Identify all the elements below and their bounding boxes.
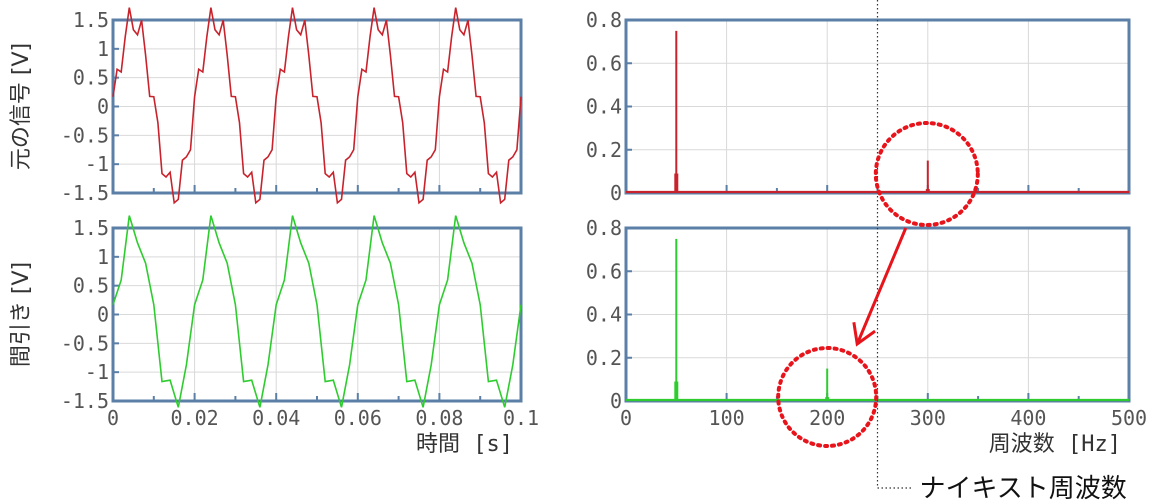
x-axis-label: 時間 [s] — [416, 432, 513, 457]
y-tick-label: -0.5 — [61, 331, 109, 355]
series-line — [112, 7, 522, 205]
series-line — [112, 215, 522, 408]
chart-spectrum-original: 0.8 0.6 0.4 0.2 0 — [586, 8, 1131, 205]
alias-source-circle — [873, 121, 980, 227]
y-tick-label: 0.8 — [586, 8, 622, 32]
y-tick-label: -0.5 — [61, 123, 109, 147]
y-tick-label: 0.8 — [586, 216, 622, 240]
x-tick-label: 100 — [709, 406, 745, 430]
y-tick-label: 1 — [97, 37, 109, 61]
y-tick-label: 0.2 — [586, 346, 622, 370]
y-tick-label: -1.5 — [61, 389, 109, 413]
y-tick-label: 0.6 — [586, 259, 622, 283]
x-tick-label: 0.1 — [503, 406, 539, 430]
chart-time-original: 1.5 1 0.5 0 -0.5 -1 -1.5 元の信号 [V] — [9, 7, 523, 205]
alias-target-circle — [776, 346, 879, 448]
x-tick-label: 400 — [1010, 406, 1046, 430]
y-tick-label: -1.5 — [61, 181, 109, 205]
y-tick-label: 1.5 — [73, 8, 109, 32]
y-tick-label: 0 — [97, 95, 109, 119]
y-axis-label: 元の信号 [V] — [9, 43, 34, 170]
y-tick-label: 1.5 — [73, 216, 109, 240]
x-tick-label: 0.06 — [334, 406, 382, 430]
x-tick-label: 300 — [910, 406, 946, 430]
x-tick-label: 500 — [1111, 406, 1147, 430]
y-tick-label: 0 — [97, 303, 109, 327]
x-axis-label: 周波数 [Hz] — [989, 432, 1121, 457]
annotation-layer: ナイキスト周波数 — [776, 0, 1127, 502]
y-tick-label: 0 — [610, 181, 622, 205]
y-tick-label: 1 — [97, 245, 109, 269]
alias-arrow-head — [852, 322, 876, 347]
y-tick-label: 0 — [610, 389, 622, 413]
y-tick-label: 0.2 — [586, 138, 622, 162]
chart-time-decimated: 1.510.50-0.5-1-1.50 0.02 0.04 0.06 0.08 0.1間引… — [9, 215, 539, 457]
y-tick-label: -1 — [85, 152, 109, 176]
x-tick-label: 0.04 — [252, 406, 300, 430]
y-tick-label: 0.5 — [73, 66, 109, 90]
x-tick-label: 0 — [107, 406, 119, 430]
nyquist-label: ナイキスト周波数 — [920, 474, 1127, 502]
y-tick-label: 0.4 — [586, 303, 622, 327]
y-tick-label: 0.5 — [73, 274, 109, 298]
alias-arrow — [855, 227, 908, 345]
x-tick-label: 0.08 — [415, 406, 463, 430]
x-tick-label: 0 — [620, 406, 632, 430]
y-tick-label: 0.6 — [586, 51, 622, 75]
x-tick-label: 0.02 — [171, 406, 219, 430]
y-tick-label: -1 — [85, 360, 109, 384]
y-tick-label: 0.4 — [586, 95, 622, 119]
y-axis-label: 間引き [V] — [9, 262, 34, 367]
x-tick-label: 200 — [809, 406, 845, 430]
